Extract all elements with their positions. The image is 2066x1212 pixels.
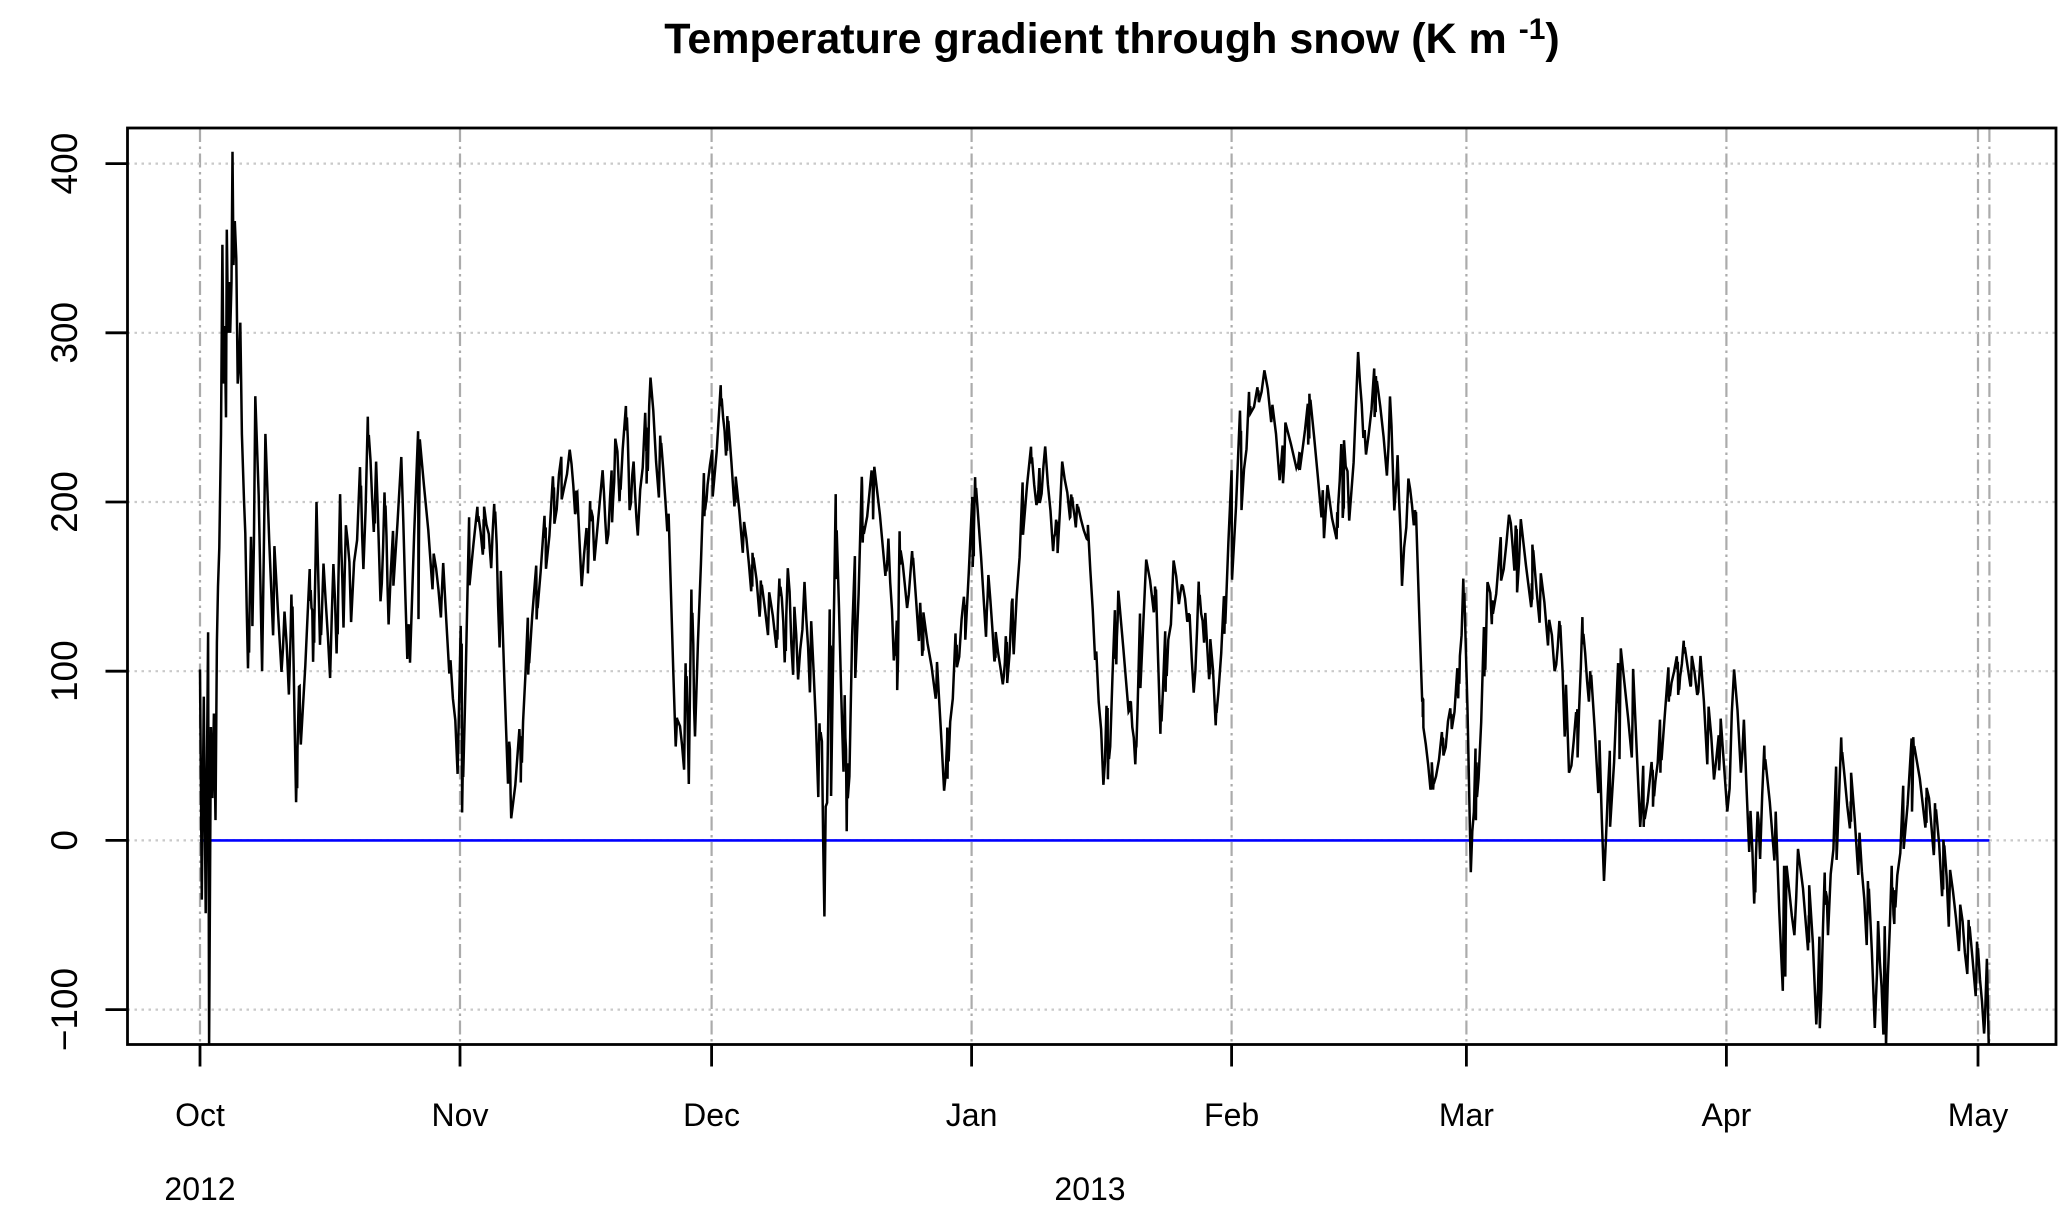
svg-text:2013: 2013 [1054,1171,1125,1207]
svg-text:Apr: Apr [1702,1097,1752,1133]
svg-text:2012: 2012 [164,1171,235,1207]
svg-text:400: 400 [44,133,85,195]
svg-text:Dec: Dec [683,1097,740,1133]
svg-text:Nov: Nov [432,1097,489,1133]
svg-text:May: May [1948,1097,2008,1133]
svg-text:−100: −100 [44,968,85,1051]
svg-text:Mar: Mar [1439,1097,1494,1133]
svg-text:Oct: Oct [175,1097,225,1133]
svg-text:0: 0 [44,830,85,851]
svg-text:300: 300 [44,302,85,364]
svg-text:Temperature gradient through s: Temperature gradient through snow (K m -… [664,13,1560,63]
svg-text:Jan: Jan [946,1097,998,1133]
svg-text:200: 200 [44,471,85,533]
svg-text:Feb: Feb [1204,1097,1259,1133]
svg-text:100: 100 [44,640,85,702]
